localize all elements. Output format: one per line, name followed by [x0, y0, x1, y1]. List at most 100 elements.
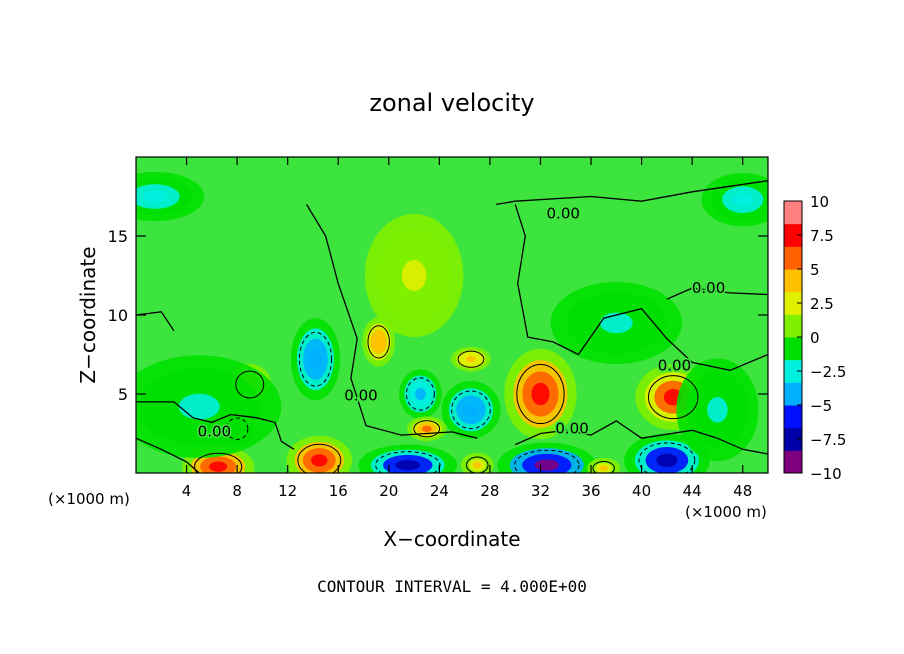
colorbar-tick-label: −7.5: [810, 431, 846, 449]
contour-label: 0.00: [547, 205, 580, 223]
feature-contour: [592, 461, 615, 473]
x-tick-label: 44: [683, 482, 702, 500]
velocity-feature: [451, 346, 491, 372]
zero-contour: [514, 420, 768, 455]
contour-interval-note: CONTOUR INTERVAL = 4.000E+00: [317, 577, 587, 596]
velocity-band: [415, 387, 426, 401]
colorbar-tick-label: 2.5: [810, 295, 834, 313]
x-tick-label: 20: [379, 482, 398, 500]
feature-contour: [413, 420, 441, 438]
colorbar-segment: [784, 337, 802, 361]
zero-contour: [306, 204, 478, 439]
feature-contour: [297, 443, 342, 473]
y-tick-label: 10: [108, 306, 128, 325]
y-axis-ticks: 5 10 15: [108, 227, 768, 404]
x-tick-label: 12: [278, 482, 297, 500]
velocity-feature: [587, 457, 621, 473]
colorbar-tick-label: 0: [810, 329, 820, 347]
x-tick-label: 48: [733, 482, 752, 500]
velocity-feature: [550, 281, 683, 364]
feature-contour: [457, 350, 485, 368]
velocity-feature: [399, 369, 442, 419]
plot-area: [136, 157, 768, 473]
y-tick-label: 5: [118, 385, 128, 404]
zero-contour: [136, 437, 200, 473]
velocity-band: [707, 396, 728, 423]
x-tick-label: 16: [329, 482, 348, 500]
contour-label: 0.00: [198, 423, 231, 441]
velocity-band: [142, 190, 168, 203]
feature-contour: [466, 456, 489, 473]
feature-contour: [298, 331, 333, 387]
colorbar-tick-label: −2.5: [810, 363, 846, 381]
velocity-feature: [290, 318, 341, 401]
velocity-band: [599, 465, 608, 471]
colorbar-segment: [784, 405, 802, 429]
velocity-feature: [358, 444, 458, 473]
x-tick-label: 40: [632, 482, 651, 500]
velocity-feature: [136, 355, 282, 458]
contour-label: 0.00: [692, 279, 725, 297]
x-axis-ticks: 4 8 12 16 20 24 28 32 36 40 44 48: [182, 157, 752, 500]
zero-contour: [514, 204, 768, 371]
colorbar-segment: [784, 201, 802, 225]
colorbar-segment: [784, 314, 802, 338]
velocity-band: [401, 260, 427, 291]
colorbar-segment: [784, 246, 802, 270]
x-tick-label: 28: [480, 482, 499, 500]
feature-contour: [375, 451, 441, 473]
velocity-band: [209, 461, 228, 472]
contour-label: 0.00: [658, 356, 691, 374]
colorbar-segment: [784, 427, 802, 451]
feature-contour: [516, 363, 565, 425]
velocity-band: [599, 312, 633, 334]
colorbar-segment: [784, 382, 802, 406]
zero-contour: [136, 311, 175, 332]
velocity-feature: [676, 358, 759, 462]
colorbar-tick-label: 5: [810, 261, 820, 279]
colorbar: 10 7.5 5 2.5 0 −2.5 −5 −7.5 −10: [783, 193, 846, 483]
velocity-feature: [362, 317, 396, 367]
velocity-band: [311, 454, 328, 467]
colorbar-tick-label: 7.5: [810, 227, 834, 245]
velocity-band: [395, 459, 421, 471]
velocity-band: [466, 356, 476, 363]
velocity-feature: [364, 213, 464, 338]
zero-contour: [496, 180, 768, 206]
colorbar-segment: [784, 291, 802, 315]
velocity-band: [309, 348, 322, 370]
x-tick-label: 32: [531, 482, 550, 500]
velocity-feature: [407, 416, 447, 442]
velocity-field: [136, 171, 768, 473]
feature-contour: [225, 417, 249, 441]
colorbar-segment: [784, 450, 802, 474]
velocity-feature: [504, 348, 577, 440]
feature-contour: [638, 442, 696, 473]
feature-contour: [194, 452, 243, 473]
colorbar-tick-label: −10: [810, 465, 842, 483]
velocity-band: [374, 335, 383, 349]
colorbar-tick-label: 10: [810, 193, 829, 211]
x-tick-label: 36: [581, 482, 600, 500]
x-axis-label: X−coordinate: [383, 527, 520, 551]
zero-contour: [666, 287, 768, 300]
velocity-feature: [701, 172, 768, 227]
velocity-feature: [460, 452, 494, 473]
velocity-feature: [441, 381, 501, 439]
velocity-band: [534, 459, 560, 471]
feature-contour: [514, 449, 580, 473]
velocity-band: [656, 453, 678, 468]
contour-labels: 0.00 0.00 0.00 0.00 0.00 0.00: [196, 203, 727, 442]
velocity-band: [473, 462, 482, 469]
x-tick-label: 8: [232, 482, 242, 500]
velocity-band: [732, 192, 753, 207]
x-tick-label: 4: [182, 482, 192, 500]
velocity-band: [463, 402, 479, 417]
feature-contour: [647, 375, 699, 420]
x-tick-label: 24: [430, 482, 449, 500]
chart-title: zonal velocity: [369, 89, 534, 117]
contour-label: 0.00: [344, 386, 377, 404]
velocity-feature: [497, 442, 597, 473]
colorbar-segment: [784, 269, 802, 293]
